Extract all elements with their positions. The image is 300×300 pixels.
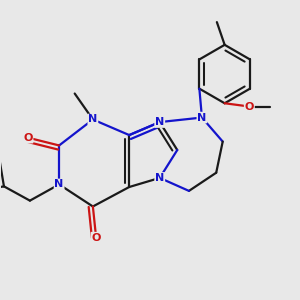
- Text: O: O: [92, 232, 101, 243]
- Text: O: O: [244, 101, 254, 112]
- Text: N: N: [155, 173, 164, 183]
- Text: N: N: [88, 115, 98, 124]
- Text: O: O: [23, 133, 33, 143]
- Text: N: N: [55, 179, 64, 189]
- Text: N: N: [197, 112, 207, 122]
- Text: N: N: [155, 117, 164, 127]
